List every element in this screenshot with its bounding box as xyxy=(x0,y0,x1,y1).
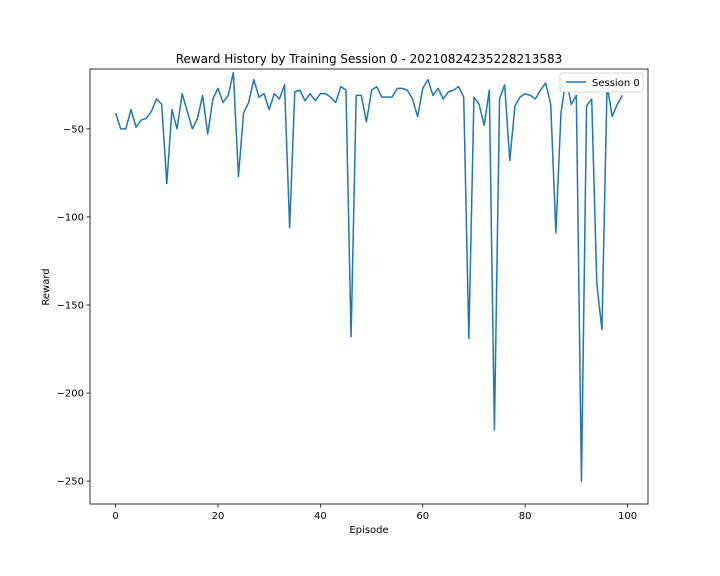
y-tick-label-50: −50 xyxy=(63,124,84,135)
series-line-0 xyxy=(114,71,624,482)
x-tick-label-100: 100 xyxy=(618,511,637,522)
y-tick-label-250: −250 xyxy=(57,477,84,488)
axes-frame xyxy=(89,68,649,505)
x-tick-label-0: 0 xyxy=(112,511,118,522)
x-tick-label-20: 20 xyxy=(212,511,225,522)
y-tick-label-100: −100 xyxy=(57,212,84,223)
legend-box xyxy=(559,72,644,93)
plot-area: 0 20 40 60 80 100 −250 −200 −150 −100 −50 xyxy=(57,68,649,522)
y-axis-label: Reward xyxy=(41,268,52,305)
x-axis-label: Episode xyxy=(349,525,388,536)
legend-label-session-0: Session 0 xyxy=(592,78,640,89)
x-tick-label-60: 60 xyxy=(416,511,429,522)
y-tick-label-200: −200 xyxy=(57,389,84,400)
chart-title: Reward History by Training Session 0 - 2… xyxy=(176,52,563,66)
y-tick-label-150: −150 xyxy=(57,300,84,311)
x-tick-label-80: 80 xyxy=(519,511,532,522)
legend: Session 0 xyxy=(559,72,644,93)
x-tick-label-40: 40 xyxy=(314,511,327,522)
